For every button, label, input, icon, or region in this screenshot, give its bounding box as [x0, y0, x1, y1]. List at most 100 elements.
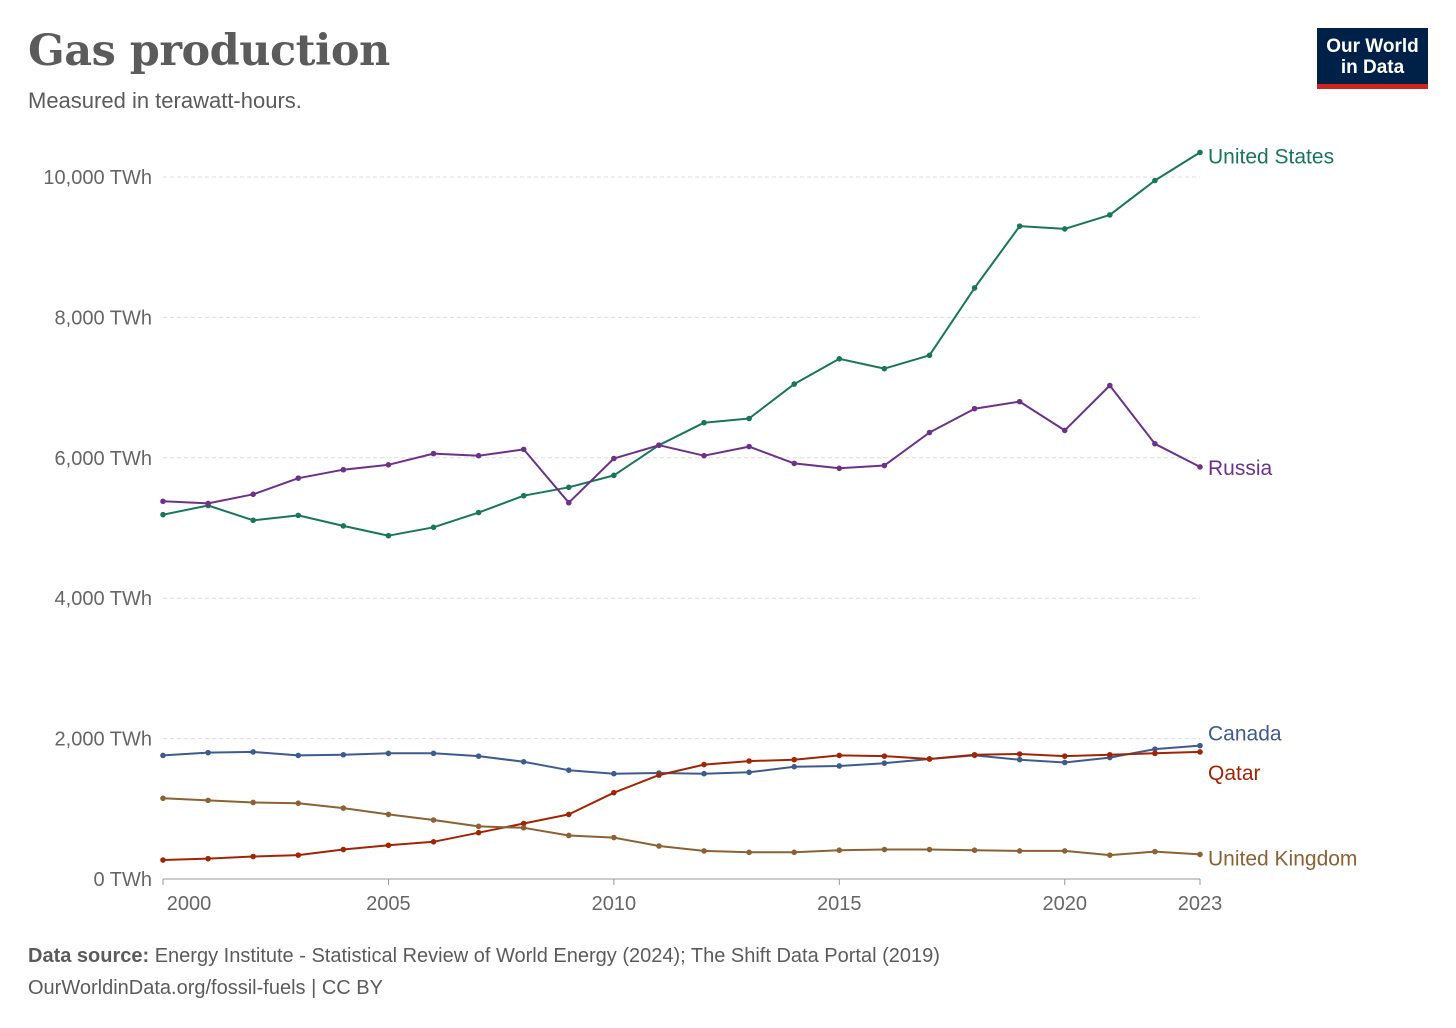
- series-canada: [160, 742, 1203, 777]
- data-point: [565, 811, 572, 818]
- x-tick-label: 2020: [1042, 893, 1087, 915]
- data-point: [340, 846, 347, 853]
- data-point: [926, 846, 933, 853]
- data-point: [430, 817, 437, 823]
- y-tick-label: 10,000 TWh: [43, 167, 152, 189]
- data-point: [1152, 177, 1158, 184]
- data-point: [250, 517, 256, 524]
- data-point: [881, 846, 888, 853]
- data-point: [746, 849, 752, 856]
- data-point: [475, 509, 482, 516]
- data-point: [475, 829, 482, 836]
- data-point: [881, 365, 888, 372]
- data-point: [836, 752, 843, 759]
- x-tick-label: 2005: [366, 893, 411, 915]
- data-point: [430, 838, 437, 845]
- data-point: [520, 492, 527, 499]
- data-source-text: Energy Institute - Statistical Review of…: [154, 945, 940, 967]
- series-united-states: [160, 149, 1203, 539]
- data-point: [205, 500, 211, 507]
- y-tick-label: 4,000 TWh: [55, 588, 152, 610]
- data-point: [836, 356, 843, 362]
- data-point: [295, 752, 302, 759]
- data-point: [611, 455, 617, 462]
- data-point: [926, 352, 933, 359]
- y-tick-label: 6,000 TWh: [55, 448, 152, 470]
- series-labels: United States Russia Canada Qatar United Kin…: [1208, 145, 1357, 870]
- data-point: [205, 797, 211, 804]
- data-point: [430, 450, 437, 457]
- series-line: [162, 750, 1201, 861]
- data-point: [611, 770, 617, 777]
- data-point: [701, 761, 707, 768]
- series-label: Russia: [1208, 457, 1273, 480]
- data-point: [250, 853, 256, 860]
- logo-line-1: Our World: [1326, 36, 1419, 57]
- data-point: [340, 751, 347, 758]
- series-line: [162, 744, 1201, 775]
- data-point: [701, 848, 707, 854]
- data-point: [881, 753, 888, 759]
- data-point: [836, 465, 843, 472]
- data-point: [656, 442, 662, 448]
- data-point: [1152, 746, 1158, 752]
- data-point: [340, 523, 347, 529]
- chart-subtitle: Measured in terawatt-hours.: [28, 88, 302, 113]
- data-point: [1152, 750, 1158, 757]
- data-point: [385, 842, 392, 849]
- data-point: [971, 751, 978, 758]
- series-qatar: [160, 749, 1203, 863]
- data-point: [1197, 749, 1203, 755]
- data-point: [205, 749, 211, 756]
- series-united-kingdom: [160, 795, 1203, 858]
- data-point: [656, 843, 662, 849]
- data-point: [836, 847, 843, 854]
- owid-logo[interactable]: Our World in Data: [1317, 28, 1428, 89]
- data-point: [881, 760, 888, 766]
- data-point: [1107, 382, 1113, 389]
- series-russia: [160, 382, 1203, 507]
- data-point: [1016, 223, 1023, 229]
- data-point: [340, 466, 347, 473]
- data-point: [791, 756, 798, 763]
- data-point: [295, 475, 302, 481]
- data-point: [160, 857, 166, 863]
- data-point: [971, 847, 978, 854]
- source-link[interactable]: OurWorldinData.org/fossil-fuels: [28, 977, 306, 999]
- data-point: [1107, 751, 1113, 758]
- data-source-label: Data source:: [28, 945, 150, 967]
- data-point: [250, 749, 256, 755]
- data-point: [746, 415, 752, 422]
- y-tick-label: 8,000 TWh: [55, 307, 152, 329]
- link-line: OurWorldinData.org/fossil-fuels | CC BY: [28, 972, 940, 1004]
- data-point: [1061, 753, 1068, 759]
- data-point: [1061, 848, 1068, 854]
- data-point: [340, 805, 347, 811]
- data-point: [385, 532, 392, 539]
- data-point: [1061, 427, 1068, 434]
- data-point: [295, 852, 302, 858]
- x-tick-label: 2015: [817, 893, 862, 915]
- data-point: [1197, 851, 1203, 858]
- data-point: [1061, 226, 1068, 232]
- data-point: [971, 285, 978, 291]
- data-point: [295, 800, 302, 806]
- data-point: [701, 419, 707, 426]
- data-point: [385, 811, 392, 818]
- gridlines: [163, 176, 1200, 740]
- data-point: [881, 462, 888, 469]
- data-point: [791, 849, 798, 856]
- data-point: [1016, 398, 1023, 405]
- data-point: [475, 823, 482, 830]
- series-label: United Kingdom: [1208, 847, 1357, 870]
- data-point: [565, 767, 572, 773]
- chart-title: Gas production: [28, 26, 390, 76]
- series-label: Canada: [1208, 723, 1282, 746]
- data-point: [520, 820, 527, 827]
- data-point: [565, 832, 572, 839]
- x-tick-label: 2023: [1178, 893, 1223, 915]
- series-label: United States: [1208, 145, 1334, 168]
- data-point: [160, 795, 166, 802]
- data-point: [971, 405, 978, 412]
